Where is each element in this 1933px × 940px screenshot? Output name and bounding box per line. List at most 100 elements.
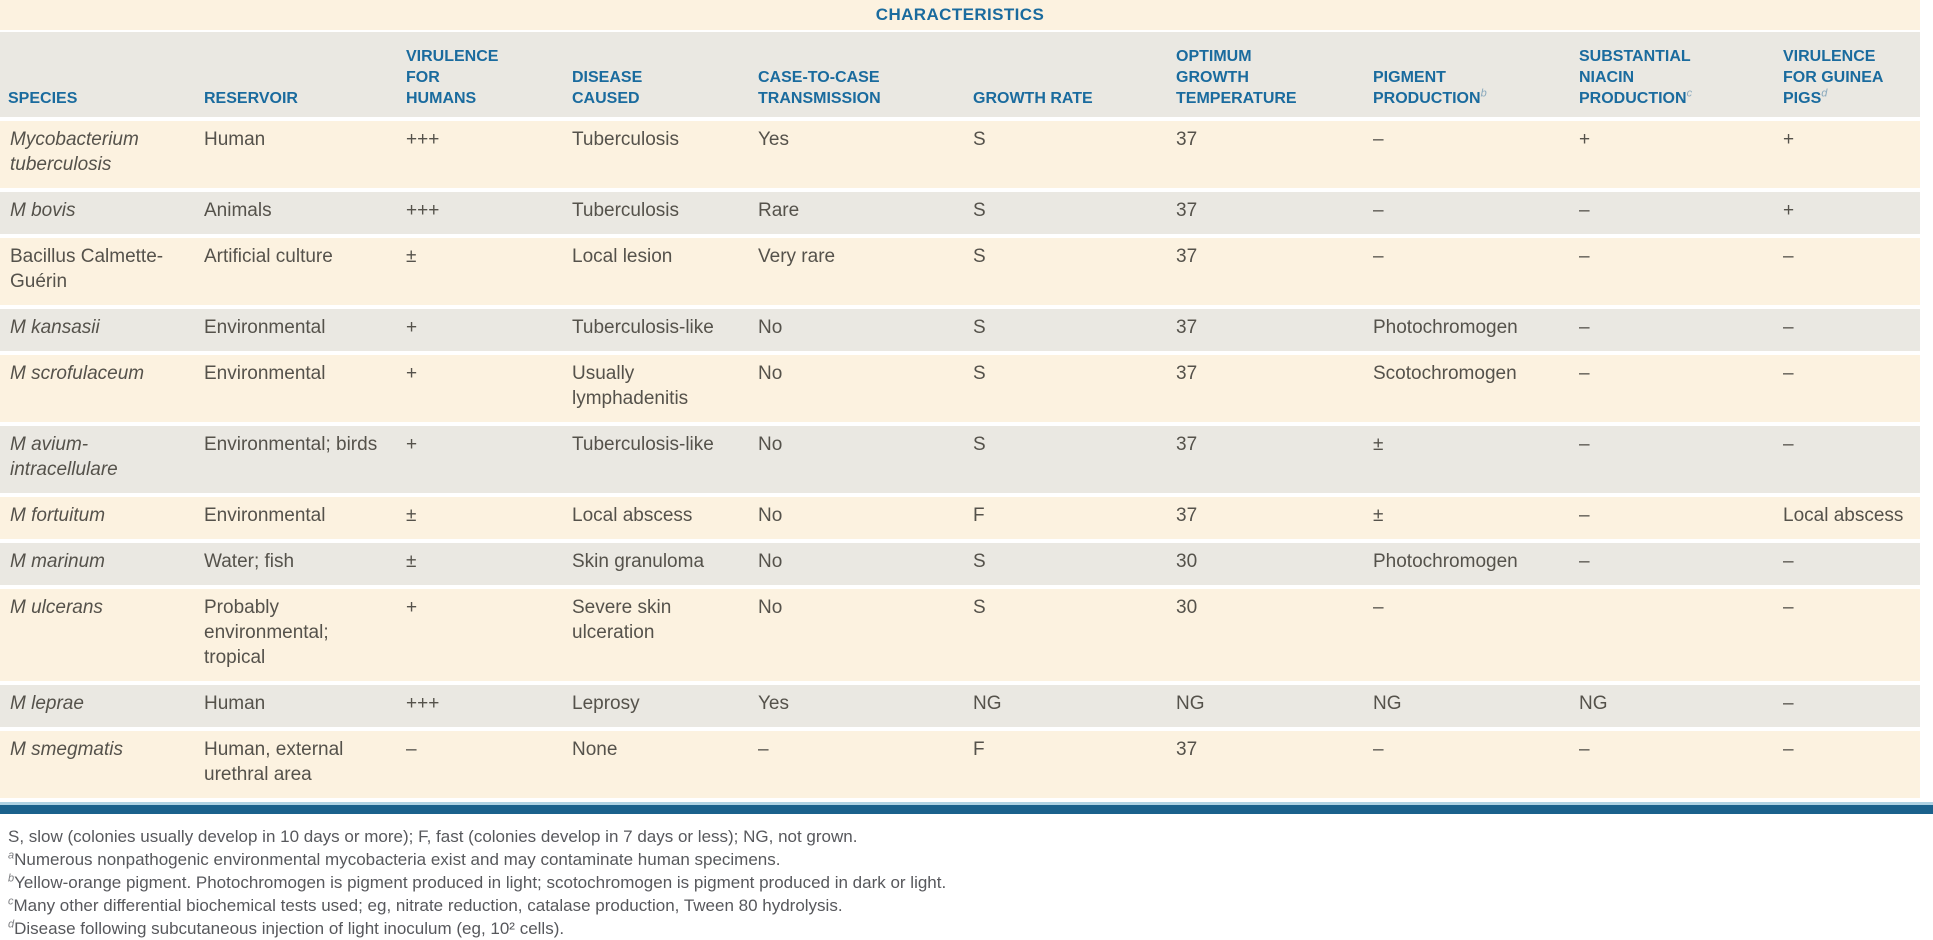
cell-species: M scrofulaceum: [10, 363, 145, 384]
footnote-text: Yellow-orange pigment. Photochromogen is…: [14, 873, 947, 892]
cell-optimum-temp: 37: [1176, 246, 1198, 267]
footnote-superscript: d: [8, 918, 15, 931]
cell-optimum-temp: 30: [1176, 551, 1198, 572]
cell-guinea-pigs: –: [1783, 739, 1794, 760]
cell-species: M marinum: [10, 551, 106, 572]
cell-virulence-humans: +++: [406, 129, 440, 150]
cell-transmission: Yes: [758, 129, 789, 150]
cell-guinea-pigs: +: [1783, 200, 1795, 221]
cell-species: M kansasii: [10, 317, 100, 338]
cell-niacin: –: [1579, 246, 1590, 267]
cell-growth-rate: S: [973, 597, 986, 618]
cell-disease: Local abscess: [572, 505, 693, 526]
table-row: Mycobacterium tuberculosis Human +++ Tuberc…: [0, 119, 1920, 190]
cell-disease: Leprosy: [572, 693, 640, 714]
cell-niacin: +: [1579, 129, 1591, 150]
cell-optimum-temp: 37: [1176, 317, 1198, 338]
title-band: CHARACTERISTICS: [0, 0, 1920, 30]
cell-growth-rate: S: [973, 363, 986, 384]
cell-disease: Local lesion: [572, 246, 673, 267]
cell-virulence-humans: ±: [406, 551, 417, 572]
cell-guinea-pigs: –: [1783, 246, 1794, 267]
cell-virulence-humans: +: [406, 434, 418, 455]
cell-species: M leprae: [10, 693, 84, 714]
cell-species: M ulcerans: [10, 597, 103, 618]
cell-virulence-humans: +: [406, 317, 418, 338]
footnote-text: Many other differential biochemical test…: [13, 896, 843, 915]
footnote-superscript: c: [8, 895, 14, 908]
footnote-d: dDisease following subcutaneous injectio…: [8, 918, 1923, 940]
header-species: SPECIES: [0, 32, 196, 119]
rule-dark-line: [0, 805, 1933, 814]
cell-guinea-pigs: –: [1783, 434, 1794, 455]
cell-species: M avium-intracellulare: [10, 434, 118, 480]
cell-disease: Tuberculosis-like: [572, 317, 714, 338]
cell-species: M fortuitum: [10, 505, 106, 526]
cell-reservoir: Human: [204, 693, 266, 714]
cell-guinea-pigs: +: [1783, 129, 1795, 150]
header-label: VIRULENCE FOR GUINEA PIGS: [1783, 48, 1884, 107]
table-title: CHARACTERISTICS: [875, 5, 1045, 24]
cell-pigment: ±: [1373, 434, 1384, 455]
cell-growth-rate: F: [973, 739, 985, 760]
cell-transmission: Very rare: [758, 246, 836, 267]
header-label: SPECIES: [8, 90, 78, 107]
header-row: SPECIES RESERVOIR VIRULENCE FOR HUMANS D…: [0, 32, 1920, 119]
cell-optimum-temp: 37: [1176, 739, 1198, 760]
footnote-a: aNumerous nonpathogenic environmental my…: [8, 849, 1923, 871]
cell-reservoir: Artificial culture: [204, 246, 333, 267]
cell-virulence-humans: +: [406, 597, 418, 618]
footnote-text: Numerous nonpathogenic environmental myc…: [14, 850, 781, 869]
rule-light-line: [0, 802, 1933, 805]
cell-species: Bacillus Calmette-Guérin: [10, 246, 164, 292]
cell-growth-rate: S: [973, 434, 986, 455]
cell-species: Mycobacterium tuberculosis: [10, 129, 139, 175]
header-transmission: CASE-TO-CASE TRANSMISSION: [750, 32, 965, 119]
cell-transmission: Rare: [758, 200, 800, 221]
footnote-superscript: b: [8, 872, 15, 885]
cell-virulence-humans: +++: [406, 693, 440, 714]
cell-virulence-humans: ±: [406, 246, 417, 267]
cell-pigment: –: [1373, 129, 1384, 150]
cell-niacin: –: [1579, 200, 1590, 221]
cell-disease: Usually lymphadenitis: [572, 363, 689, 409]
header-label: GROWTH RATE: [973, 90, 1093, 107]
cell-reservoir: Environmental: [204, 363, 326, 384]
table-row: M avium-intracellulare Environmental; bir…: [0, 424, 1920, 495]
cell-pigment: Photochromogen: [1373, 317, 1518, 338]
cell-disease: Severe skin ulceration: [572, 597, 672, 643]
cell-guinea-pigs: –: [1783, 551, 1794, 572]
table-row: M scrofulaceum Environmental + Usually lymp…: [0, 353, 1920, 424]
cell-disease: Tuberculosis: [572, 129, 680, 150]
cell-optimum-temp: 30: [1176, 597, 1198, 618]
cell-optimum-temp: 37: [1176, 200, 1198, 221]
header-disease-caused: DISEASE CAUSED: [564, 32, 750, 119]
cell-niacin: –: [1579, 551, 1590, 572]
cell-disease: Tuberculosis: [572, 200, 680, 221]
cell-niacin: –: [1579, 317, 1590, 338]
header-pigment-production: PIGMENT PRODUCTIONb: [1365, 32, 1571, 119]
cell-niacin: –: [1579, 434, 1590, 455]
characteristics-table: SPECIES RESERVOIR VIRULENCE FOR HUMANS D…: [0, 32, 1920, 798]
table-row: M smegmatis Human, external urethral area…: [0, 729, 1920, 798]
table-bottom-rule: [0, 802, 1933, 814]
cell-transmission: No: [758, 597, 783, 618]
cell-reservoir: Environmental; birds: [204, 434, 378, 455]
cell-niacin: –: [1579, 363, 1590, 384]
table-row: M bovis Animals +++ Tuberculosis Rare S 37 – – +: [0, 190, 1920, 236]
cell-virulence-humans: +: [406, 363, 418, 384]
cell-reservoir: Environmental: [204, 317, 326, 338]
footnote-superscript: a: [8, 849, 15, 862]
cell-pigment: –: [1373, 200, 1384, 221]
cell-species: M smegmatis: [10, 739, 123, 760]
cell-guinea-pigs: –: [1783, 363, 1794, 384]
footnote-c: cMany other differential biochemical tes…: [8, 895, 1923, 917]
header-label: VIRULENCE FOR HUMANS: [406, 48, 499, 107]
header-optimum-temperature: OPTIMUM GROWTH TEMPERATURE: [1168, 32, 1365, 119]
table-body: Mycobacterium tuberculosis Human +++ Tuberc…: [0, 119, 1920, 798]
header-label: DISEASE CAUSED: [572, 69, 643, 107]
cell-niacin: NG: [1579, 693, 1608, 714]
cell-pigment: ±: [1373, 505, 1384, 526]
cell-disease: None: [572, 739, 618, 760]
